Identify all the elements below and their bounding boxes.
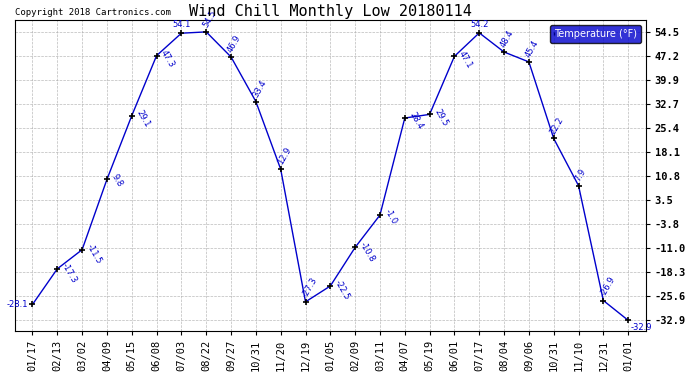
Text: 12.9: 12.9 xyxy=(276,146,293,166)
Text: 47.1: 47.1 xyxy=(457,49,474,69)
Text: 45.4: 45.4 xyxy=(524,39,541,59)
Text: 7.9: 7.9 xyxy=(573,167,588,183)
Text: 33.4: 33.4 xyxy=(251,78,268,99)
Text: 54.2: 54.2 xyxy=(470,20,489,29)
Text: -22.5: -22.5 xyxy=(333,279,352,302)
Title: Wind Chill Monthly Low 20180114: Wind Chill Monthly Low 20180114 xyxy=(189,4,472,19)
Legend: Temperature (°F): Temperature (°F) xyxy=(550,25,641,43)
Text: -26.9: -26.9 xyxy=(598,274,617,298)
Text: 48.4: 48.4 xyxy=(499,29,516,49)
Text: 9.8: 9.8 xyxy=(110,172,124,188)
Text: Copyright 2018 Cartronics.com: Copyright 2018 Cartronics.com xyxy=(15,8,171,17)
Text: -17.3: -17.3 xyxy=(60,262,79,285)
Text: 54.1: 54.1 xyxy=(172,20,190,29)
Text: -28.1: -28.1 xyxy=(7,300,28,309)
Text: 29.1: 29.1 xyxy=(135,108,152,129)
Text: 46.9: 46.9 xyxy=(226,34,243,54)
Text: 54.5: 54.5 xyxy=(201,9,218,29)
Text: -11.5: -11.5 xyxy=(85,242,104,266)
Text: -32.9: -32.9 xyxy=(631,323,653,332)
Text: 28.4: 28.4 xyxy=(408,111,424,131)
Text: -1.0: -1.0 xyxy=(383,208,399,226)
Text: -10.8: -10.8 xyxy=(358,240,377,263)
Text: -27.3: -27.3 xyxy=(300,276,319,299)
Text: 47.3: 47.3 xyxy=(159,48,177,69)
Text: 29.5: 29.5 xyxy=(433,107,449,128)
Text: 22.2: 22.2 xyxy=(549,115,566,136)
